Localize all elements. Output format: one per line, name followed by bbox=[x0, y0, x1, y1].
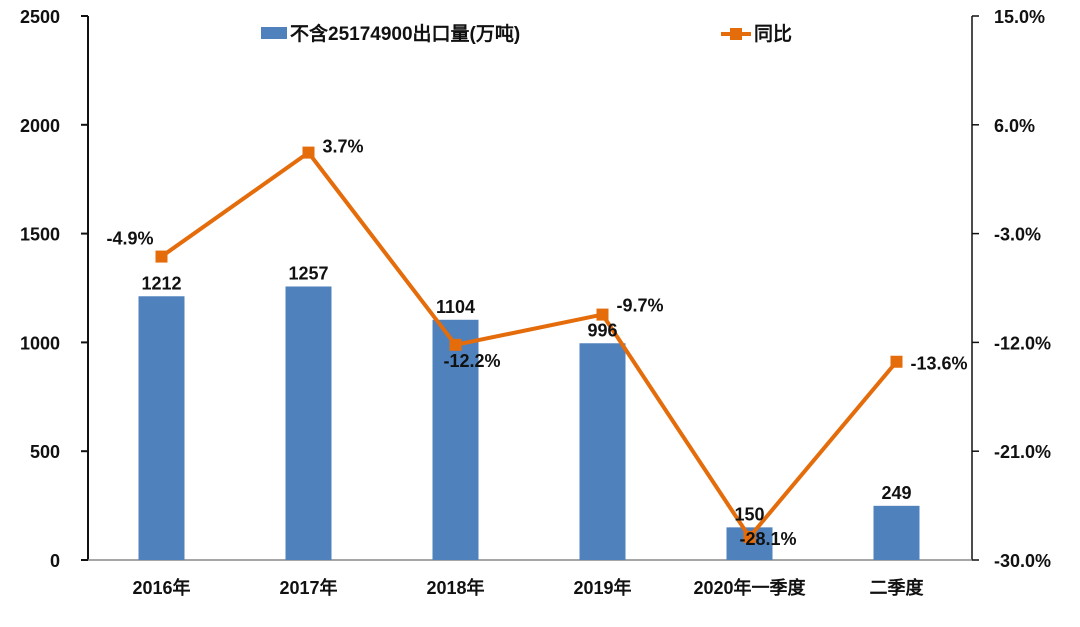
x-category-label: 2019年 bbox=[573, 577, 631, 598]
line-marker-icon bbox=[596, 308, 609, 321]
line-marker-icon bbox=[155, 250, 168, 263]
line-marker-icon bbox=[743, 531, 756, 544]
bar bbox=[285, 286, 332, 560]
bar-value-label: 1104 bbox=[436, 297, 475, 317]
x-category-label: 2017年 bbox=[279, 577, 337, 598]
right-tick-label: -3.0% bbox=[994, 225, 1041, 245]
x-category-label: 2016年 bbox=[132, 577, 190, 598]
bar-value-label: 150 bbox=[734, 504, 764, 524]
yoy-line bbox=[160, 150, 899, 540]
line-value-label: -28.1% bbox=[740, 529, 797, 549]
bar bbox=[873, 505, 920, 560]
bar bbox=[138, 296, 185, 560]
left-tick-label: 2000 bbox=[20, 116, 60, 136]
line-marker-icon bbox=[302, 146, 315, 159]
legend-line-marker-icon bbox=[730, 28, 742, 40]
line-value-label: -4.9% bbox=[107, 229, 154, 249]
right-tick-label: -12.0% bbox=[994, 333, 1051, 353]
line-value-label: -13.6% bbox=[911, 354, 968, 374]
bar-value-label: 1257 bbox=[288, 263, 328, 283]
line-value-label: -12.2% bbox=[444, 351, 501, 371]
left-tick-label: 1500 bbox=[20, 225, 60, 245]
right-y-axis: -30.0% -21.0% -12.0% -3.0% 6.0% 15.0% bbox=[971, 7, 1051, 571]
legend: 不含25174900出口量(万吨) 同比 bbox=[261, 22, 792, 45]
legend-bar-swatch-icon bbox=[261, 27, 287, 39]
left-tick-label: 500 bbox=[30, 442, 60, 462]
data-labels: 1212 1257 1104 996 150 249 -4.9% 3.7% -12.2% -9.7… bbox=[107, 137, 968, 549]
left-y-axis: 0 500 1000 1500 2000 2500 bbox=[20, 7, 89, 571]
left-tick-label: 2500 bbox=[20, 7, 60, 27]
line-value-label: -9.7% bbox=[617, 296, 664, 316]
bar bbox=[579, 343, 626, 560]
line-value-label: 3.7% bbox=[323, 137, 364, 157]
x-category-label: 二季度 bbox=[870, 577, 925, 598]
left-tick-label: 1000 bbox=[20, 333, 60, 353]
legend-bar-label: 不含25174900出口量(万吨) bbox=[290, 22, 520, 45]
x-category-label: 2020年一季度 bbox=[693, 577, 806, 598]
bar-series bbox=[138, 286, 920, 560]
legend-line-label: 同比 bbox=[754, 23, 792, 45]
right-tick-label: -21.0% bbox=[994, 442, 1051, 462]
line-series bbox=[155, 146, 903, 544]
right-tick-label: -30.0% bbox=[994, 551, 1051, 571]
bar-value-label: 996 bbox=[587, 320, 617, 340]
right-tick-label: 15.0% bbox=[994, 7, 1045, 27]
line-marker-icon bbox=[890, 355, 903, 368]
x-category-label: 2018年 bbox=[426, 577, 484, 598]
line-marker-icon bbox=[449, 338, 462, 351]
left-tick-label: 0 bbox=[50, 551, 60, 571]
x-axis: 2016年 2017年 2018年 2019年 2020年一季度 二季度 bbox=[88, 559, 972, 598]
bar-value-label: 1212 bbox=[141, 273, 181, 293]
bar bbox=[432, 319, 479, 560]
bar-value-label: 249 bbox=[881, 483, 911, 503]
right-tick-label: 6.0% bbox=[994, 116, 1035, 136]
